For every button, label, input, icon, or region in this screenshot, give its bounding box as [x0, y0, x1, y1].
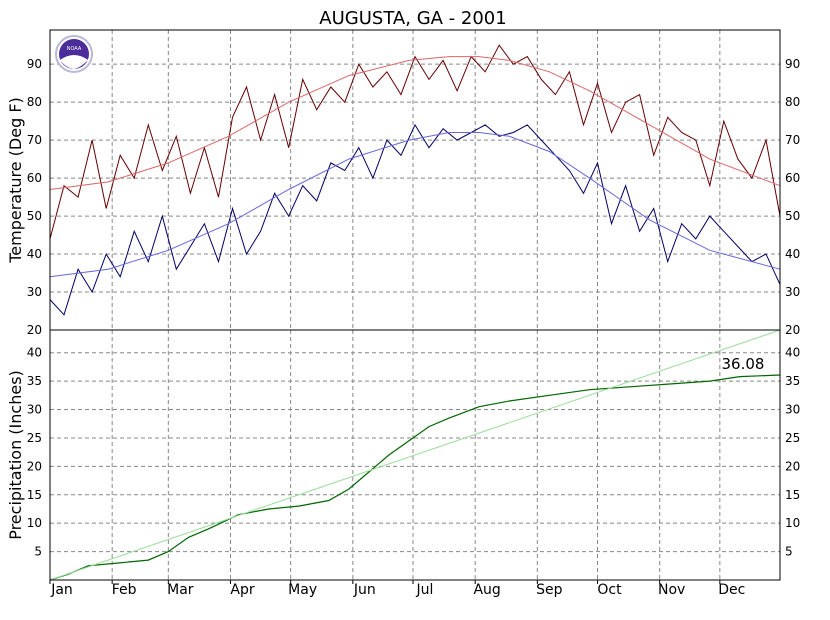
- precip-ytick-left: 35: [27, 374, 42, 388]
- month-label: Sep: [536, 582, 563, 598]
- precip-ytick-right: 30: [785, 403, 800, 417]
- precip-total-label: 36.08: [722, 355, 765, 373]
- precip-series-line-0: [49, 374, 781, 581]
- temp-ytick-right: 70: [785, 133, 800, 147]
- temp-series-line-0: [49, 44, 781, 240]
- precip-ytick-left: 20: [27, 459, 42, 473]
- month-label: Aug: [473, 582, 500, 598]
- temp-plot-frame: [49, 29, 781, 331]
- temp-ytick-left: 50: [27, 209, 42, 223]
- month-label: Jan: [50, 582, 73, 598]
- month-label: Jul: [416, 582, 434, 598]
- precip-ytick-right: 15: [785, 488, 800, 502]
- temp-ytick-left: 70: [27, 133, 42, 147]
- temp-ytick-right: 50: [785, 209, 800, 223]
- temp-ytick-right: 90: [785, 57, 800, 71]
- precip-ytick-left: 40: [27, 346, 42, 360]
- temp-ytick-left: 90: [27, 57, 42, 71]
- temp-series-line-2: [49, 56, 781, 190]
- precip-ytick-right: 20: [785, 459, 800, 473]
- temp-ytick-left: 40: [27, 247, 42, 261]
- logo-text: NOAA: [67, 46, 82, 52]
- precip-ytick-left: 5: [34, 545, 42, 559]
- precip-ytick-right: 5: [785, 545, 793, 559]
- precip-series-line-1: [49, 329, 781, 581]
- temp-ytick-right: 40: [785, 247, 800, 261]
- precip-ytick-right: 40: [785, 346, 800, 360]
- temp-ytick-right: 60: [785, 171, 800, 185]
- temp-axis-title: Temperature (Deg F): [6, 97, 25, 264]
- temp-ytick-left: 20: [27, 323, 42, 337]
- chart-title: AUGUSTA, GA - 2001: [319, 8, 506, 29]
- precip-ytick-left: 30: [27, 403, 42, 417]
- precip-ytick-right: 10: [785, 516, 800, 530]
- month-labels: Jan Feb Mar Apr May Jun Jul Aug Sep Oct Nov Dec: [49, 580, 745, 598]
- precip-ytick-left: 15: [27, 488, 42, 502]
- month-label: Mar: [167, 582, 194, 598]
- temp-series-line-3: [49, 132, 781, 278]
- month-label: Apr: [230, 582, 254, 598]
- temp-ytick-left: 30: [27, 285, 42, 299]
- temp-ytick-left: 60: [27, 171, 42, 185]
- temperature-panel: 20 20 30 30 40 40 50 50 60 60 70 70 80 80 90 90 Temperat…: [6, 29, 800, 337]
- precip-ytick-right: 25: [785, 431, 800, 445]
- month-label: Nov: [658, 582, 685, 598]
- noaa-logo-icon: NOAA: [55, 35, 93, 73]
- month-label: Dec: [718, 582, 745, 598]
- temp-ytick-right: 80: [785, 95, 800, 109]
- precip-ytick-left: 10: [27, 516, 42, 530]
- temp-ytick-right: 30: [785, 285, 800, 299]
- month-label: Jun: [353, 582, 376, 598]
- month-label: Feb: [112, 582, 137, 598]
- precip-ytick-left: 25: [27, 431, 42, 445]
- temp-ytick-right: 20: [785, 323, 800, 337]
- temp-ytick-left: 80: [27, 95, 42, 109]
- precip-axis-title: Precipitation (Inches): [6, 370, 25, 540]
- month-label: May: [288, 582, 317, 598]
- precip-ytick-right: 35: [785, 374, 800, 388]
- temp-series-line-1: [49, 123, 781, 316]
- month-label: Oct: [597, 582, 622, 598]
- precip-plot-frame: [49, 329, 781, 581]
